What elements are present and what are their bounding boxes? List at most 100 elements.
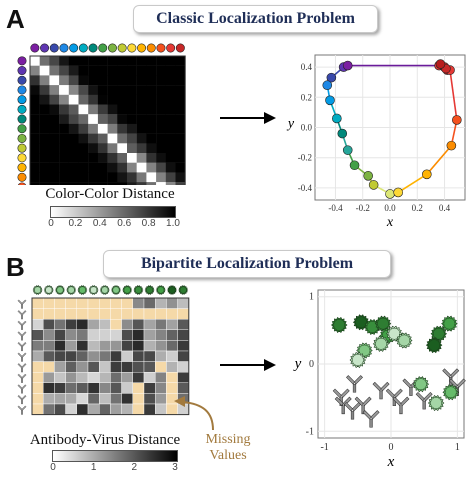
panel-b-matrix-caption: Antibody-Virus Distance	[29, 432, 181, 448]
plot-b-xlabel: x	[387, 454, 395, 470]
matrix-cell	[107, 133, 118, 144]
antibody-row-icon	[17, 331, 27, 341]
matrix-cell	[121, 382, 133, 394]
antibody-arm	[17, 310, 23, 316]
antibody-stem	[21, 399, 23, 405]
matrix-cell	[110, 382, 122, 394]
matrix-cell	[49, 65, 60, 76]
matrix-cell	[88, 153, 99, 163]
matrix-cell	[97, 85, 108, 95]
matrix-cell	[117, 123, 128, 134]
matrix-cell	[132, 340, 145, 352]
matrix-cell	[110, 403, 122, 415]
matrix-cell	[136, 153, 147, 163]
plot-b-x-tick: -1	[320, 442, 328, 453]
matrix-cell	[156, 123, 166, 134]
antibody-row-icon	[17, 352, 27, 362]
matrix-cell	[127, 153, 137, 163]
antibody-arm	[17, 405, 23, 411]
matrix-cell	[59, 85, 69, 95]
matrix-cell	[166, 319, 178, 331]
matrix-cell	[68, 153, 79, 163]
matrix-cell	[39, 123, 50, 134]
antibody-arm	[334, 396, 344, 407]
antibody-arm	[21, 310, 27, 316]
antibody-arm	[344, 402, 353, 412]
antibody-row-icon	[17, 373, 27, 383]
matrix-cell	[107, 172, 118, 183]
virus-column-icon	[178, 285, 189, 295]
matrix-cell	[146, 75, 157, 86]
matrix-cell	[165, 114, 176, 125]
matrix-cell	[43, 371, 55, 383]
matrix-cell	[59, 56, 69, 66]
matrix-cell	[146, 65, 157, 76]
matrix-cell	[97, 94, 108, 105]
matrix-cell	[121, 319, 133, 331]
matrix-cell	[49, 56, 60, 66]
color-dot-left	[17, 143, 27, 153]
plot-b-virus	[425, 337, 443, 354]
matrix-cell	[31, 350, 44, 362]
plot-b-antibody	[415, 391, 433, 410]
matrix-cell	[97, 143, 108, 154]
plot-a-point	[385, 189, 395, 199]
antibody-arm	[17, 299, 23, 305]
antibody-stem	[21, 325, 23, 330]
matrix-cell	[136, 162, 147, 173]
matrix-cell	[146, 123, 157, 134]
classic-localization-plot: -0.4 -0.2 0.0 0.2 0.4 0.4 0.2 0.0 -0.2 -0.4 x y	[286, 54, 466, 227]
matrix-cell	[146, 162, 157, 173]
matrix-cell	[49, 75, 60, 86]
matrix-cell	[97, 172, 108, 183]
matrix-cell	[43, 340, 55, 352]
matrix-cell	[87, 329, 100, 341]
virus-column-icon	[32, 285, 43, 295]
matrix-cell	[117, 94, 128, 105]
matrix-cell	[165, 65, 176, 76]
antibody-arm	[372, 381, 382, 392]
matrix-cell	[78, 104, 89, 115]
color-dot-left	[17, 75, 27, 85]
matrix-cell	[87, 382, 100, 394]
missing-cell	[65, 297, 77, 309]
matrix-cell	[156, 65, 166, 76]
matrix-cell	[39, 104, 50, 115]
matrix-cell	[166, 329, 178, 341]
missing-cell	[31, 371, 44, 383]
matrix-cell	[156, 153, 166, 163]
plot-a-x-tick: 0.2	[412, 203, 423, 213]
matrix-cell	[146, 153, 157, 163]
matrix-cell	[98, 403, 111, 415]
plot-a-point	[422, 169, 432, 180]
virus-body	[444, 386, 457, 399]
matrix-cell	[97, 65, 108, 76]
colorbar-a-tick: 0	[48, 218, 54, 229]
matrix-cell	[143, 382, 156, 394]
plot-a-point	[332, 113, 342, 124]
matrix-cell	[107, 143, 118, 154]
plot-a-point	[326, 72, 337, 83]
antibody-arm	[332, 388, 342, 399]
matrix-cell	[121, 403, 133, 415]
matrix-cell	[39, 182, 50, 185]
plot-a-y-tick: -0.2	[298, 153, 312, 163]
matrix-cell	[143, 350, 156, 362]
missing-values-line2: Values	[209, 448, 247, 463]
missing-cell	[110, 308, 122, 320]
matrix-cell	[59, 162, 69, 173]
matrix-cell	[54, 329, 66, 341]
matrix-cell	[156, 75, 166, 86]
matrix-cell	[97, 104, 108, 115]
antibody-arm	[442, 368, 452, 378]
matrix-cell	[165, 85, 176, 95]
colorbar-b-tick: 3	[172, 462, 178, 473]
matrix-cell	[177, 329, 190, 341]
matrix-cell	[154, 371, 167, 383]
antibody-stem	[21, 388, 23, 394]
matrix-cell	[110, 329, 122, 341]
virus-body	[34, 286, 42, 294]
plot-b-virus	[442, 384, 459, 401]
plot-b-virus	[441, 315, 458, 332]
matrix-cell	[98, 371, 111, 383]
